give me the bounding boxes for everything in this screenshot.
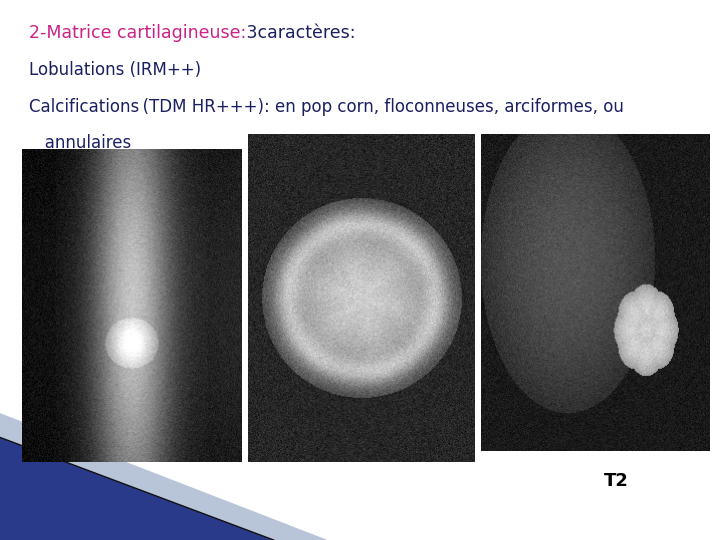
Text: 3caractères:: 3caractères: [241, 24, 356, 42]
Polygon shape [0, 437, 274, 540]
Text: Signal particulier en IRM: Signal particulier en IRM [29, 171, 232, 189]
Text: 2-Matrice cartilagineuse:: 2-Matrice cartilagineuse: [29, 24, 246, 42]
Polygon shape [0, 413, 328, 540]
Text: Calcifications (TDM HR+++): en pop corn, floconneuses, arciformes, ou: Calcifications (TDM HR+++): en pop corn,… [29, 98, 624, 116]
Text: annulaires: annulaires [29, 134, 131, 152]
Text: Lobulations (IRM++): Lobulations (IRM++) [29, 61, 201, 79]
Text: T2: T2 [604, 472, 629, 490]
